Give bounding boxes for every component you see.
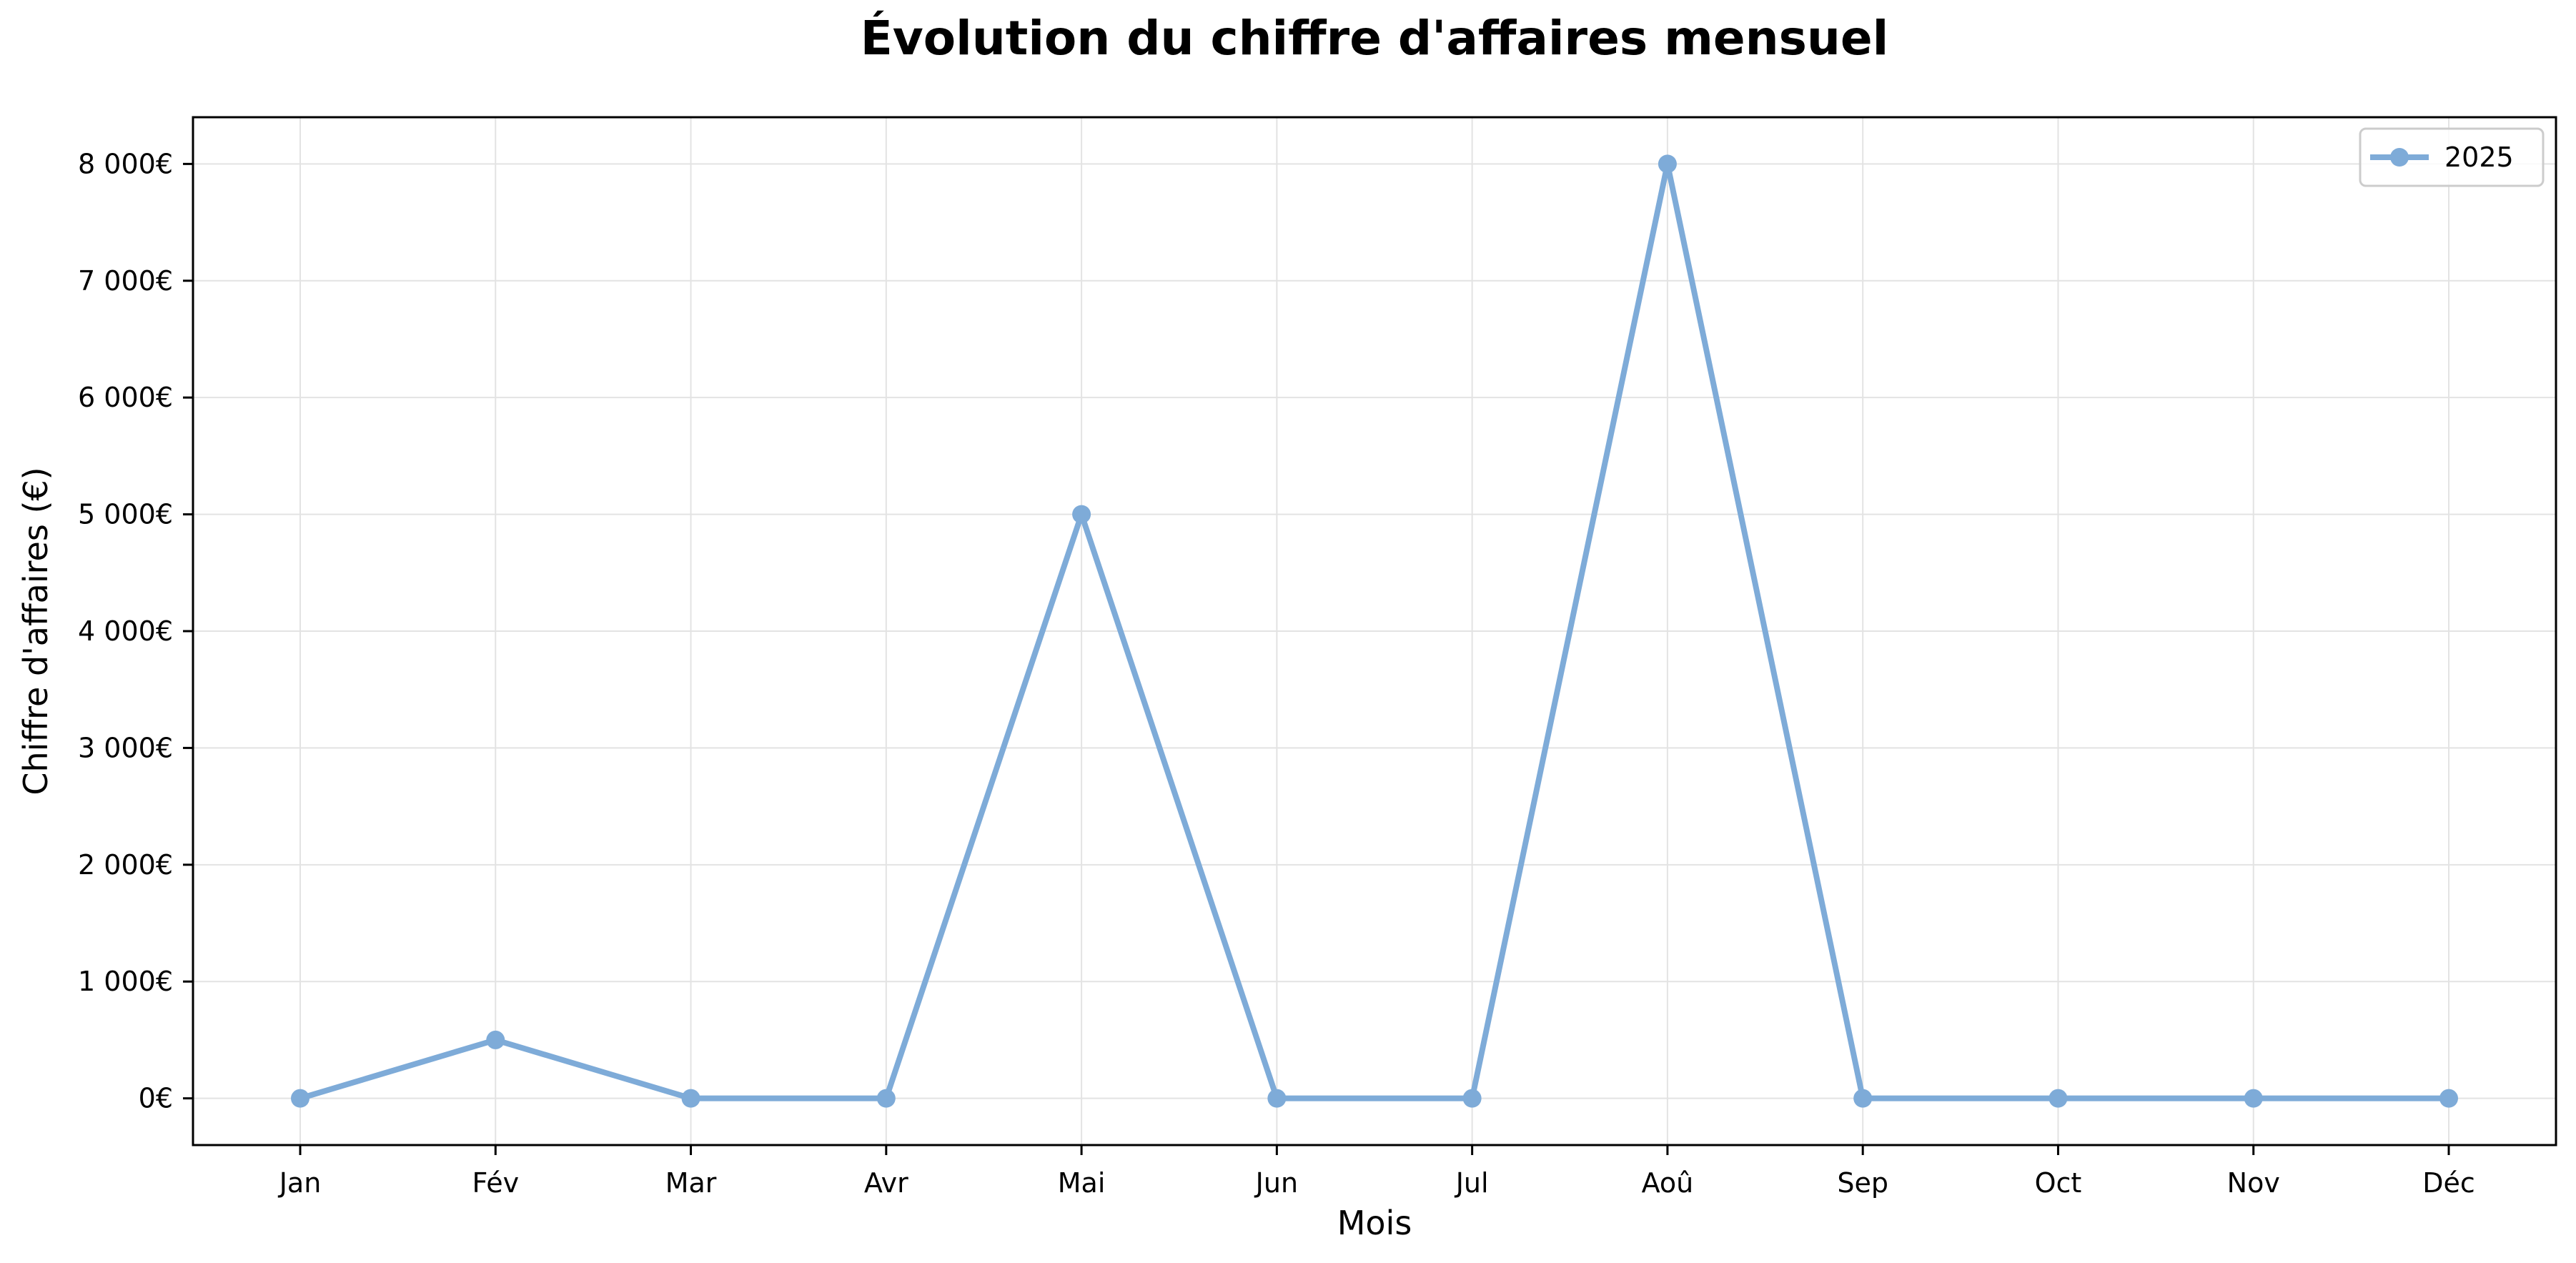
x-tick-label: Oct <box>2035 1167 2082 1199</box>
x-axis-ticks: Jan Fév Mar Avr Mai Jun Jul Aoû Sep Oct Nov Déc <box>278 1145 2475 1199</box>
y-tick-label: 8 000€ <box>78 148 173 179</box>
data-point-Jun <box>1267 1089 1287 1108</box>
x-tick-label: Mar <box>665 1167 717 1199</box>
data-point-Déc <box>2439 1089 2458 1108</box>
data-point-Sep <box>1853 1089 1873 1108</box>
y-axis-ticks: 0€ 1 000€ 2 000€ 3 000€ 4 000€ 5 000€ 6 000€ 7 … <box>78 148 193 1114</box>
y-tick-label: 4 000€ <box>78 615 173 647</box>
series-line-2025 <box>297 161 2452 1101</box>
y-tick-label: 3 000€ <box>78 732 173 763</box>
data-point-Mai <box>1072 505 1091 524</box>
data-point-Jan <box>291 1089 309 1108</box>
series-layer <box>291 154 2458 1108</box>
data-point-Nov <box>2244 1089 2263 1108</box>
y-tick-label: 7 000€ <box>78 265 173 297</box>
y-axis-label: Chiffre d'affaires (€) <box>16 467 55 795</box>
x-tick-label: Jun <box>1254 1167 1298 1199</box>
x-tick-label: Jul <box>1455 1167 1489 1199</box>
chart-title: Évolution du chiffre d'affaires mensuel <box>861 10 1889 66</box>
x-tick-label: Aoû <box>1642 1167 1694 1199</box>
x-tick-label: Avr <box>864 1167 908 1199</box>
data-point-Fév <box>486 1030 505 1049</box>
grid-lines <box>193 117 2556 1145</box>
y-tick-label: 1 000€ <box>78 966 173 997</box>
data-point-Avr <box>876 1089 896 1108</box>
y-tick-label: 0€ <box>139 1083 173 1114</box>
legend: 2025 <box>2359 127 2545 187</box>
x-tick-label: Fév <box>472 1167 519 1199</box>
legend-marker-2025 <box>2390 148 2409 167</box>
data-point-Mar <box>681 1089 700 1108</box>
x-tick-label: Nov <box>2227 1167 2280 1199</box>
data-point-Jul <box>1462 1089 1482 1108</box>
legend-label-2025: 2025 <box>2444 142 2514 173</box>
y-tick-label: 5 000€ <box>78 499 173 530</box>
x-tick-label: Sep <box>1837 1167 1888 1199</box>
y-tick-label: 6 000€ <box>78 382 173 413</box>
legend-box <box>2359 127 2545 187</box>
x-tick-label: Mai <box>1058 1167 1106 1199</box>
x-axis-label: Mois <box>1337 1204 1412 1242</box>
x-tick-label: Déc <box>2422 1167 2475 1199</box>
data-point-Oct <box>2049 1089 2068 1108</box>
y-tick-label: 2 000€ <box>78 849 173 881</box>
data-point-Aoû <box>1658 154 1677 174</box>
x-tick-label: Jan <box>278 1167 322 1199</box>
